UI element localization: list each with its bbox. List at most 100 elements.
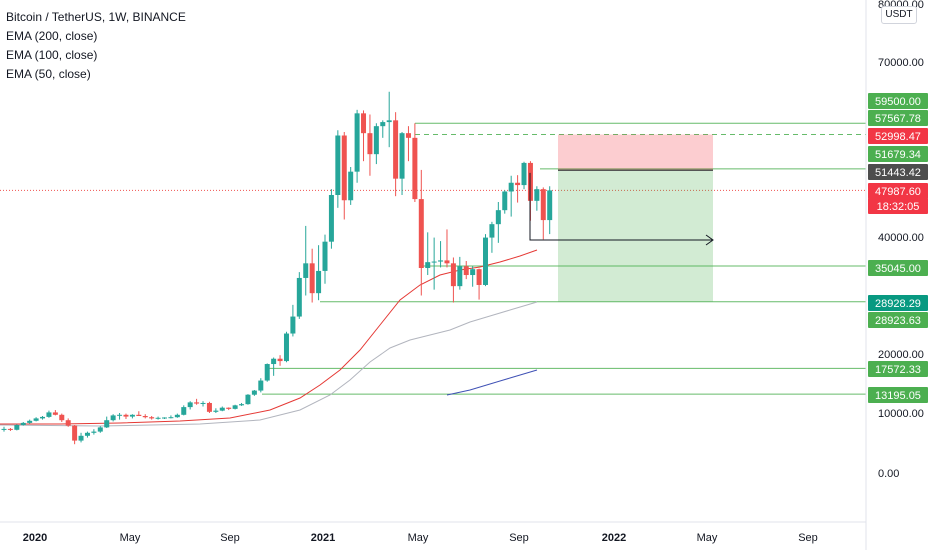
candle-body <box>219 407 225 411</box>
price-tick-label: 40000.00 <box>878 232 924 244</box>
candle-body <box>232 405 238 409</box>
projection-path[interactable] <box>529 172 712 241</box>
candle-body <box>303 263 309 278</box>
candle-body <box>226 407 232 409</box>
candle-body <box>521 162 527 186</box>
chart-legend: Bitcoin / TetherUS, 1W, BINANCE EMA (200… <box>6 8 186 84</box>
candle-body <box>239 404 245 406</box>
time-tick-label: May <box>408 532 429 544</box>
candle-body <box>515 182 521 186</box>
symbol-title[interactable]: Bitcoin / TetherUS, 1W, BINANCE <box>6 10 186 24</box>
candle-body <box>476 269 482 285</box>
candle-body <box>457 266 463 287</box>
price-label-box <box>868 361 928 377</box>
price-label-text: 35045.00 <box>875 263 921 275</box>
candle-body <box>187 402 193 408</box>
horizontal-levels <box>0 122 866 395</box>
candle-body <box>341 135 347 201</box>
price-labels: 59500.00 57567.78 52998.47 51679.34 51443.42… <box>868 93 928 403</box>
indicator-ema50[interactable]: EMA (50, close) <box>6 67 91 81</box>
price-label-box <box>868 198 928 214</box>
price-tick-label: 10000.00 <box>878 408 924 420</box>
candle-body <box>1 428 7 430</box>
candle-body <box>483 237 488 285</box>
candle-body <box>380 122 386 127</box>
candle-body <box>438 260 444 262</box>
ema100-line <box>0 301 538 427</box>
time-tick-label: 2021 <box>311 532 335 544</box>
candle-body <box>155 417 161 419</box>
candle-body <box>123 414 129 417</box>
price-label-box <box>868 295 928 311</box>
candle-body <box>547 190 553 221</box>
candle-body <box>508 182 514 192</box>
candle-body <box>59 414 65 421</box>
candle-body <box>72 425 78 441</box>
candle-body <box>194 402 200 404</box>
position-target-zone[interactable] <box>558 170 713 302</box>
price-label-box <box>868 128 928 144</box>
price-label-text: 28923.63 <box>875 315 921 327</box>
candle-body <box>444 260 450 264</box>
candle-body <box>104 420 110 428</box>
candle-body <box>78 435 84 441</box>
candle-body <box>386 120 392 123</box>
price-label-box <box>868 183 928 199</box>
position-stop-zone[interactable] <box>558 134 713 171</box>
candle-body <box>348 171 354 201</box>
candle-body <box>502 191 508 211</box>
candle-body <box>283 333 289 362</box>
candle-body <box>251 390 257 395</box>
candle-body <box>110 415 116 421</box>
price-tick-label: 0.00 <box>878 468 899 480</box>
candle-body <box>540 189 546 221</box>
price-label-text: 18:32:05 <box>877 201 920 213</box>
currency-button[interactable]: USDT <box>881 6 917 24</box>
time-axis[interactable]: 2020 May Sep 2021 May Sep 2022 May Sep <box>23 532 818 544</box>
candle-body <box>213 410 219 412</box>
candle-body <box>470 269 476 276</box>
candle-body <box>367 133 373 155</box>
ema-lines <box>0 249 538 427</box>
candle-body <box>129 414 135 417</box>
candle-body <box>65 420 71 426</box>
candle-body <box>399 133 405 179</box>
candle-body <box>181 407 187 415</box>
ema50-line <box>0 249 538 425</box>
candle-body <box>40 416 46 419</box>
candles <box>1 91 553 445</box>
candle-body <box>335 135 341 195</box>
price-label-text: 51679.34 <box>875 149 921 161</box>
price-label-box <box>868 312 928 328</box>
time-tick-label: May <box>697 532 718 544</box>
candle-body <box>373 126 379 155</box>
price-tick-label: 20000.00 <box>878 349 924 361</box>
price-label-text: 52998.47 <box>875 131 921 143</box>
candle-body <box>97 427 103 432</box>
price-label-text: 13195.05 <box>875 390 921 402</box>
candle-body <box>296 277 302 317</box>
candle-body <box>277 358 283 362</box>
price-label-text: 57567.78 <box>875 113 921 125</box>
time-tick-label: 2022 <box>602 532 626 544</box>
candle-body <box>316 270 322 294</box>
time-tick-label: 2020 <box>23 532 47 544</box>
time-tick-label: May <box>120 532 141 544</box>
arrow-head-icon <box>705 234 714 246</box>
price-label-box <box>868 387 928 403</box>
candle-body <box>290 316 296 334</box>
long-position-tool[interactable] <box>558 134 713 302</box>
indicator-ema100[interactable]: EMA (100, close) <box>6 48 98 62</box>
price-axis[interactable]: 80000.00 70000.00 40000.00 20000.00 10000.00… <box>878 0 924 480</box>
candle-body <box>149 417 155 419</box>
candle-body <box>271 358 277 365</box>
candle-body <box>174 414 180 418</box>
indicator-ema200[interactable]: EMA (200, close) <box>6 29 98 43</box>
price-tick-label: 70000.00 <box>878 57 924 69</box>
price-label-box <box>868 110 928 126</box>
candle-body <box>463 266 469 276</box>
candle-body <box>27 420 33 423</box>
price-label-box <box>868 146 928 162</box>
projection-arrow[interactable] <box>529 172 714 246</box>
